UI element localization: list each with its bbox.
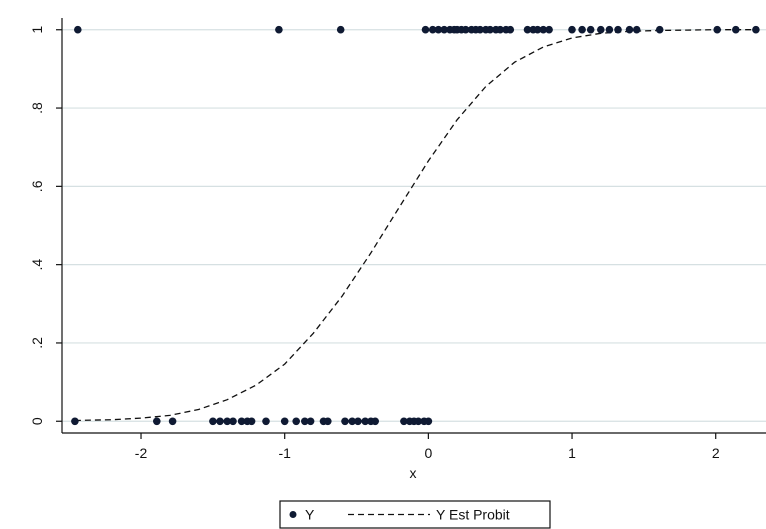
x-tick-label-1: -1 bbox=[278, 445, 291, 461]
data-point-38 bbox=[71, 417, 79, 426]
data-point-56 bbox=[348, 417, 357, 426]
data-point-33 bbox=[632, 25, 641, 34]
y-tick-label-2: .4 bbox=[29, 259, 45, 271]
data-point-66 bbox=[424, 417, 433, 426]
data-point-24 bbox=[539, 25, 548, 34]
data-point-45 bbox=[237, 417, 246, 426]
data-point-40 bbox=[168, 417, 177, 426]
axes bbox=[61, 18, 766, 434]
data-point-39 bbox=[153, 417, 161, 426]
data-point-35 bbox=[713, 25, 721, 34]
data-point-0 bbox=[74, 25, 82, 34]
y-axis-ticks: 0 .2 .4 .6 .8 1 bbox=[29, 26, 62, 425]
data-point-60 bbox=[371, 417, 380, 426]
legend-box bbox=[279, 500, 551, 529]
y-tick-label-1: .2 bbox=[29, 337, 45, 349]
data-point-26 bbox=[568, 25, 576, 34]
data-point-42 bbox=[216, 417, 224, 426]
data-points-layer bbox=[71, 25, 760, 426]
data-point-49 bbox=[280, 417, 289, 426]
data-point-36 bbox=[732, 25, 740, 34]
data-point-25 bbox=[545, 25, 553, 34]
y-tick-label-0: 0 bbox=[29, 417, 45, 425]
data-point-30 bbox=[605, 25, 614, 34]
data-point-41 bbox=[209, 417, 217, 426]
data-point-16 bbox=[486, 25, 494, 34]
data-point-21 bbox=[523, 25, 532, 34]
y-tick-label-5: 1 bbox=[29, 26, 45, 34]
data-point-64 bbox=[414, 417, 423, 426]
data-point-1 bbox=[275, 25, 283, 34]
data-point-4 bbox=[428, 25, 437, 34]
data-point-58 bbox=[361, 417, 370, 426]
data-point-47 bbox=[247, 417, 256, 426]
x-axis-ticks: -2 -1 0 1 2 bbox=[135, 433, 720, 461]
data-point-43 bbox=[223, 417, 231, 426]
grid-lines bbox=[62, 29, 766, 422]
legend-y-label: Y bbox=[305, 507, 315, 523]
data-point-44 bbox=[229, 417, 237, 426]
data-point-52 bbox=[306, 417, 315, 426]
data-point-48 bbox=[262, 417, 270, 426]
data-point-6 bbox=[440, 25, 449, 34]
data-point-31 bbox=[614, 25, 622, 34]
x-tick-label-3: 1 bbox=[568, 445, 576, 461]
data-point-5 bbox=[434, 25, 443, 34]
x-tick-label-2: 0 bbox=[424, 445, 432, 461]
x-tick-label-4: 2 bbox=[712, 445, 720, 461]
data-point-29 bbox=[597, 25, 605, 34]
y-tick-label-3: .6 bbox=[29, 180, 45, 192]
plot-background bbox=[62, 18, 766, 433]
data-point-23 bbox=[533, 25, 542, 34]
data-point-11 bbox=[461, 25, 470, 34]
legend-y-marker bbox=[289, 511, 297, 518]
data-point-50 bbox=[292, 417, 301, 426]
data-point-32 bbox=[625, 25, 634, 34]
data-point-14 bbox=[476, 25, 484, 34]
y-tick-label-4: .8 bbox=[29, 102, 45, 114]
data-point-28 bbox=[586, 25, 595, 34]
data-point-55 bbox=[341, 417, 349, 426]
data-point-2 bbox=[336, 25, 345, 34]
data-point-61 bbox=[400, 417, 408, 426]
data-point-54 bbox=[324, 417, 332, 426]
x-tick-label-0: -2 bbox=[135, 445, 148, 461]
data-point-18 bbox=[496, 25, 505, 34]
data-point-27 bbox=[578, 25, 586, 34]
legend-probit-label: Y Est Probit bbox=[436, 507, 510, 523]
legend: Y Y Est Probit bbox=[279, 500, 551, 529]
data-point-37 bbox=[752, 25, 760, 34]
data-point-3 bbox=[421, 25, 430, 34]
data-point-34 bbox=[655, 25, 664, 34]
x-axis-title: x bbox=[410, 465, 417, 481]
data-point-51 bbox=[301, 417, 309, 426]
data-point-20 bbox=[506, 25, 515, 34]
data-point-57 bbox=[354, 417, 362, 426]
